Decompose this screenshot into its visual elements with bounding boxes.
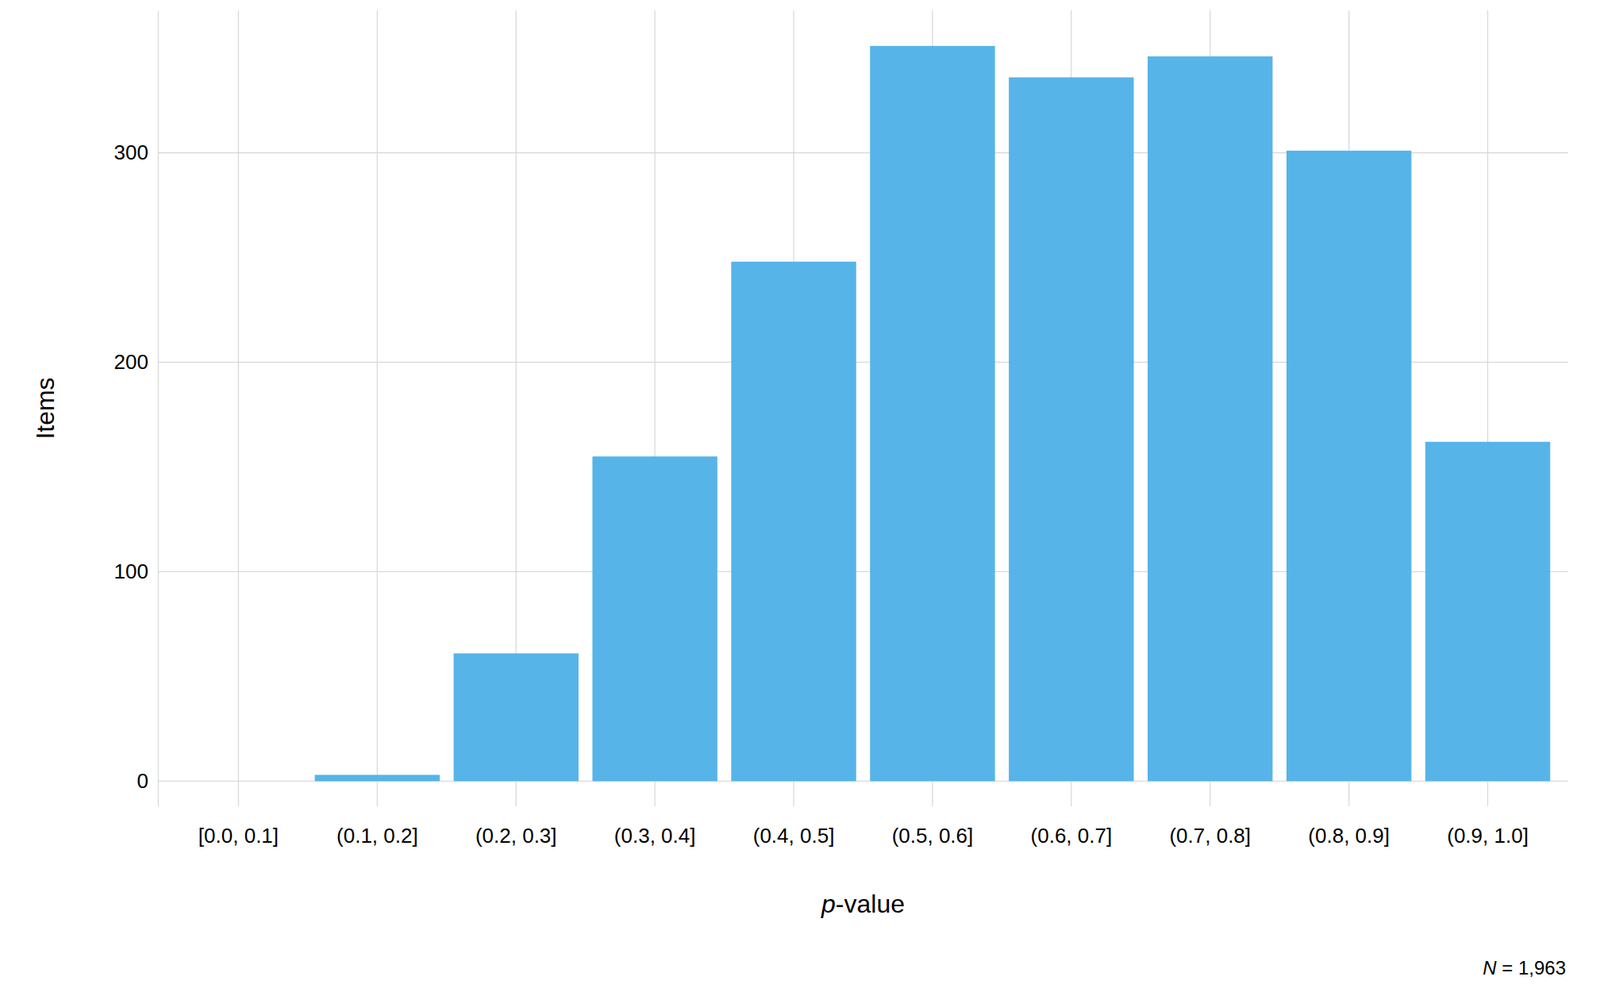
x-axis-line: [169, 806, 1558, 808]
x-tick-label: (0.5, 0.6]: [892, 823, 974, 848]
x-tick-label: (0.8, 0.9]: [1307, 823, 1390, 848]
y-axis-line: [157, 11, 159, 808]
y-axis-title: Items: [30, 376, 60, 439]
y-tick-label: 200: [114, 350, 149, 374]
bar: [1147, 56, 1273, 781]
x-tick-label: (0.2, 0.3]: [475, 823, 558, 848]
x-tick: (0.1, 0.2]: [336, 806, 419, 848]
bar: [453, 653, 579, 781]
bar: [869, 46, 995, 781]
x-tick: (0.2, 0.3]: [475, 806, 558, 848]
x-axis: [0.0, 0.1] (0.1, 0.2] (0.2, 0.3] (0.3, 0.4]…: [169, 806, 1558, 848]
y-tick: 100: [114, 559, 158, 584]
y-axis: 0 100 200 300: [114, 11, 159, 808]
x-tick: (0.7, 0.8]: [1169, 806, 1251, 848]
y-tick-label: 0: [137, 769, 149, 793]
bar: [1286, 150, 1412, 781]
bar: [176, 780, 301, 782]
grid: [157, 10, 1569, 807]
caption: N = 1,963: [1482, 957, 1566, 979]
x-grid-line: [238, 10, 239, 807]
y-tick: 200: [114, 350, 158, 374]
x-tick: (0.9, 1.0]: [1446, 806, 1529, 848]
x-tick: [0.0, 0.1]: [198, 806, 279, 848]
x-tick: (0.6, 0.7]: [1030, 806, 1113, 848]
x-tick-label: [0.0, 0.1]: [198, 823, 279, 848]
y-tick: 300: [114, 140, 158, 165]
bars: [315, 46, 1551, 781]
bar: [315, 774, 440, 781]
x-tick-label: (0.9, 1.0]: [1446, 823, 1529, 848]
y-tick-label: 300: [114, 140, 149, 165]
x-tick-label: (0.6, 0.7]: [1030, 823, 1113, 848]
x-axis-title: p-value: [820, 889, 905, 919]
x-tick-label: (0.3, 0.4]: [614, 823, 697, 848]
x-tick: (0.5, 0.6]: [892, 806, 974, 848]
y-tick: 0: [137, 769, 158, 793]
x-tick-label: (0.7, 0.8]: [1169, 823, 1251, 848]
x-tick-label: (0.1, 0.2]: [336, 823, 419, 848]
x-tick: (0.4, 0.5]: [753, 806, 835, 848]
bar: [730, 261, 856, 782]
x-tick: (0.8, 0.9]: [1307, 806, 1390, 848]
x-tick: (0.3, 0.4]: [614, 806, 697, 848]
y-tick-label: 100: [114, 559, 149, 584]
bar: [1008, 76, 1134, 781]
chart: 0 100 200 300 [0.0, 0.1] (0.1, 0.2] (0.2, 0.3]…: [0, 0, 1600, 988]
x-tick-label: (0.4, 0.5]: [753, 823, 835, 848]
x-grid-line: [376, 10, 378, 807]
bar: [1425, 442, 1550, 782]
bar: [592, 456, 717, 781]
